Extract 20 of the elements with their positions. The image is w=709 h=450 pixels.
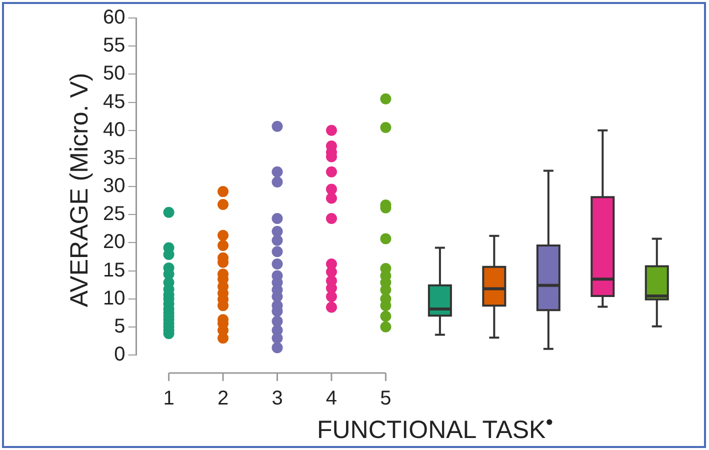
y-axis-title: AVERAGE (Micro. V) [66, 72, 94, 308]
y-tick-label: 0 [114, 344, 126, 366]
y-tick-label: 60 [102, 6, 126, 29]
x-tick-label: 2 [217, 388, 229, 410]
x-tick-label: 5 [380, 388, 392, 410]
y-tick-label: 25 [102, 203, 126, 226]
y-tick-label: 50 [102, 62, 126, 85]
x-tick-label: 1 [163, 388, 174, 410]
y-tick-label: 15 [102, 259, 126, 282]
y-tick-label: 20 [102, 231, 126, 254]
y-tick-label: 30 [102, 175, 126, 198]
x-tick-label: 3 [272, 388, 283, 410]
y-tick-label: 40 [102, 118, 126, 141]
x-axis-title: FUNCTIONAL TASK$^{•}$ [316, 410, 554, 446]
y-tick-label: 35 [102, 146, 126, 169]
y-tick-label: 55 [102, 34, 126, 57]
y-tick-label: 45 [102, 90, 126, 113]
x-tick-label: 4 [326, 388, 338, 410]
y-tick-label: 10 [102, 287, 126, 310]
y-tick-label: 5 [114, 315, 126, 338]
